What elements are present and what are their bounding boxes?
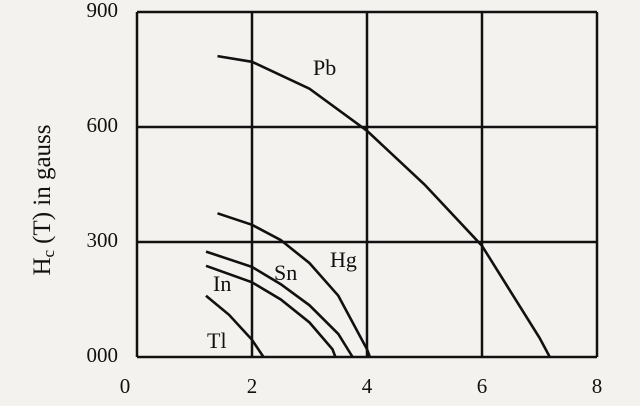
y-tick-label: 600 [87, 113, 119, 137]
curve [205, 264, 337, 358]
curve [205, 294, 265, 358]
x-tick-label: 4 [362, 374, 373, 398]
x-tick-label: 0 [120, 374, 131, 398]
y-tick-label: 300 [87, 228, 119, 252]
x-tick-label: 2 [247, 374, 258, 398]
series-label: Pb [313, 55, 336, 80]
series-label: Sn [274, 260, 297, 285]
series-label: Tl [207, 328, 227, 353]
y-tick-label: 000 [87, 343, 119, 367]
y-axis-label: Hc (T) in gauss [29, 124, 58, 275]
series-label: In [213, 271, 231, 296]
y-label-symbol: H [29, 257, 56, 275]
y-tick-label: 900 [87, 0, 119, 22]
curve [205, 250, 354, 358]
curve [217, 212, 372, 358]
curve [217, 54, 551, 358]
x-tick-label: 8 [592, 374, 603, 398]
y-label-text: (T) in gauss [29, 124, 56, 243]
series-label: Hg [330, 247, 357, 272]
x-tick-label: 6 [477, 374, 488, 398]
y-label-subscript: c [39, 249, 58, 257]
